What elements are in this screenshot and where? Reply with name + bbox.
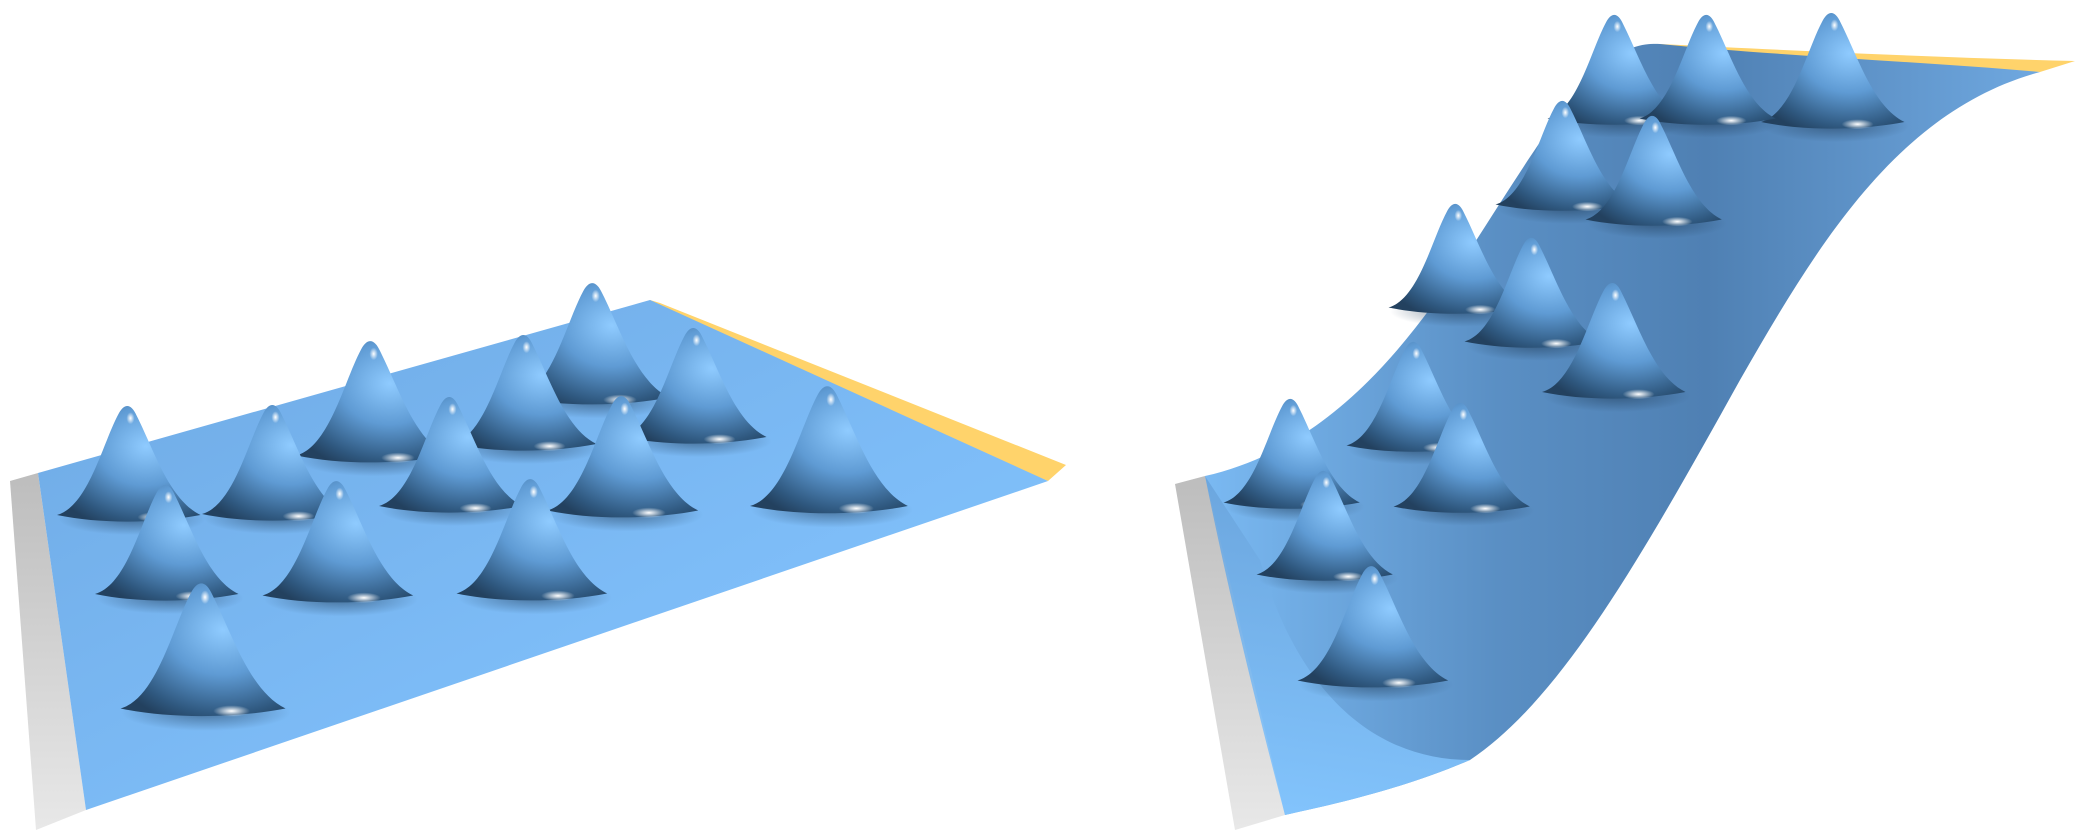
bump-tip-highlight [1530, 243, 1539, 256]
bump-peak [1547, 14, 1684, 125]
bump-tip-highlight [529, 485, 538, 499]
bump-peak [1495, 100, 1632, 211]
bump-peak [1297, 566, 1449, 688]
bump-peak [262, 481, 414, 603]
bump-highlight [381, 452, 415, 464]
bump-highlight [347, 592, 381, 604]
bump-tip-highlight [692, 334, 701, 347]
bump-peak [750, 386, 908, 514]
bump-peak [1388, 203, 1525, 314]
bump-tip-highlight [164, 491, 173, 504]
bump-peak [1393, 402, 1530, 513]
bump-peak [518, 283, 670, 405]
bump-tip-highlight [1454, 209, 1463, 222]
bump-tip-highlight [591, 289, 600, 303]
bump-tip-highlight [620, 402, 629, 416]
bump-peak [1256, 470, 1393, 581]
bump-tip-highlight [1561, 106, 1570, 119]
right-gray-edge [1175, 476, 1285, 830]
bump-peak [1464, 237, 1601, 348]
bump-highlight [1541, 338, 1572, 349]
bump-highlight [1662, 216, 1693, 227]
bump-tip-highlight [1370, 572, 1379, 586]
bump-highlight [213, 705, 250, 717]
left-panel [10, 283, 1066, 830]
bump-peak [1542, 282, 1686, 399]
bump-highlight [282, 511, 315, 522]
bump-tip-highlight [826, 392, 836, 407]
bump-tip-highlight [1651, 121, 1660, 134]
left-bumps [57, 283, 913, 731]
bump-peak [202, 404, 346, 521]
bump-tip-highlight [335, 487, 344, 501]
bump-highlight [703, 434, 736, 445]
bump-highlight [1333, 571, 1364, 582]
bump-peak [120, 583, 286, 717]
bump-peak [296, 341, 448, 463]
bump-highlight [1716, 115, 1747, 126]
bump-tip-highlight [1459, 408, 1468, 421]
bump-tip-highlight [522, 341, 531, 354]
bump-highlight [459, 503, 492, 514]
bump-highlight [1465, 304, 1496, 315]
bump-highlight [1841, 119, 1874, 130]
bump-tip-highlight [1289, 404, 1298, 417]
right-sheet-foot [1205, 476, 1470, 815]
bump-tip-highlight [369, 347, 378, 361]
bump-highlight [1382, 677, 1416, 689]
right-bumps [1223, 12, 1910, 702]
bump-highlight [838, 502, 874, 514]
bump-peak [1639, 14, 1776, 125]
bump-highlight [1622, 389, 1655, 400]
bump-tip-highlight [1322, 476, 1331, 489]
right-yellow-edge [1660, 44, 2075, 72]
right-sheet-surface [1205, 43, 2040, 815]
right-panel [1175, 12, 2075, 830]
bump-highlight [1470, 503, 1501, 514]
bump-highlight [533, 441, 566, 452]
bump-tip-highlight [1830, 19, 1839, 32]
bump-highlight [1572, 201, 1603, 212]
bump-peak [453, 334, 597, 451]
bump-peak [456, 479, 608, 601]
bump-tip-highlight [271, 411, 280, 424]
bump-tip-highlight [448, 403, 457, 416]
bump-tip-highlight [1613, 20, 1622, 33]
bump-peak [1585, 115, 1722, 226]
bump-peak [623, 327, 767, 444]
bump-peak [95, 484, 239, 601]
bump-tip-highlight [126, 412, 135, 425]
bump-highlight [632, 507, 666, 519]
bump-tip-highlight [200, 590, 210, 605]
left-gray-edge [10, 473, 86, 830]
bump-tip-highlight [1705, 20, 1714, 33]
bump-highlight [541, 590, 575, 602]
bump-tip-highlight [1611, 289, 1620, 302]
bump-tip-highlight [1412, 347, 1421, 360]
bump-peak [547, 396, 699, 518]
bump-peak [1761, 12, 1905, 129]
bump-peak [379, 396, 523, 513]
